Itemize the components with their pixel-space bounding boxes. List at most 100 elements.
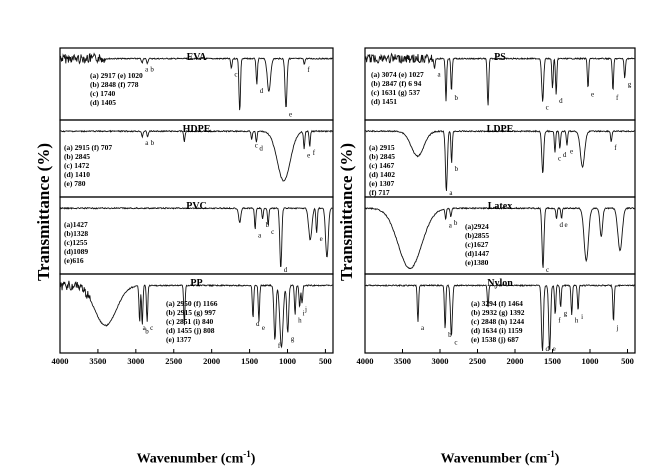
peak-label: b <box>455 165 459 173</box>
peak-legend-line: (e) 1538 (j) 687 <box>471 335 519 344</box>
peak-label: e <box>565 221 568 229</box>
peak-label: d <box>559 221 563 229</box>
x-tick-label: 3000 <box>127 356 144 366</box>
peak-legend-line: (a) 2917 (e) 1020 <box>90 71 143 80</box>
peak-label: d <box>260 87 264 95</box>
x-tick-label: 3500 <box>394 356 411 366</box>
panel-ldpe: a b c d e f LDPE (a) 2915(b) 2845(c) 1467(d) 14… <box>364 119 636 198</box>
peak-label: g <box>291 335 295 343</box>
peak-label: d <box>559 97 563 105</box>
peak-legend-line: (d) 1455 (j) 808 <box>166 326 215 335</box>
panel-title: HDPE <box>183 124 211 135</box>
peak-label: a <box>421 324 425 332</box>
peak-label: c <box>546 266 549 274</box>
x-axis-label-right: Wavenumber (cm-1) <box>441 449 560 468</box>
panel-title: LDPE <box>487 124 514 135</box>
peak-legend-line: (e) 1377 <box>166 335 191 344</box>
spectrum-line <box>364 52 636 106</box>
peak-legend-line: (b)2855 <box>465 231 489 240</box>
spectrum-line <box>59 280 334 349</box>
peak-legend-line: (c) 1472 <box>64 161 89 170</box>
peak-legend-line: (c) 1631 (g) 537 <box>371 88 420 97</box>
peak-label: j <box>615 324 618 332</box>
peak-legend-line: (a) 2915 <box>369 143 395 152</box>
peak-legend-line: (d) 1451 <box>371 97 397 106</box>
peak-label: g <box>628 81 632 89</box>
panel-eva: a b c d e f EVA (a) 2917 (e) 1020(b) 2848 (f) 7… <box>59 47 334 121</box>
peak-label: f <box>307 66 310 74</box>
x-tick-label: 2500 <box>469 356 486 366</box>
spectrum-line <box>59 52 334 111</box>
spectrum-line <box>365 206 636 270</box>
panel-frame <box>59 273 334 354</box>
x-tick-label: 1500 <box>241 356 258 366</box>
peak-label: b <box>454 219 458 227</box>
peak-label: e <box>553 345 556 353</box>
peak-legend-line: (e) 780 <box>64 179 86 188</box>
peak-label: a <box>449 221 453 229</box>
peak-label: e <box>320 235 323 243</box>
peak-legend-line: (e) 1307 <box>369 179 394 188</box>
peak-label: e <box>262 324 265 332</box>
peak-label: b <box>150 65 154 73</box>
peak-label: e <box>570 147 573 155</box>
peak-label: f <box>614 144 617 152</box>
peak-label: c <box>546 104 549 112</box>
peak-label: a <box>145 139 149 147</box>
peak-legend-line: (a)2924 <box>465 222 489 231</box>
peak-legend-line: (c)1255 <box>64 238 88 247</box>
x-tick-label: 4000 <box>52 356 69 366</box>
peak-legend-line: (d)1447 <box>465 249 489 258</box>
x-tick-label: 2500 <box>165 356 182 366</box>
peak-label: e <box>289 110 292 118</box>
peak-label: f <box>278 342 281 350</box>
peak-label: c <box>454 338 457 346</box>
y-axis-label-right: Transmittance (%) <box>337 142 356 282</box>
peak-legend-line: (c)1627 <box>465 240 489 249</box>
spectrum-line <box>59 206 334 268</box>
x-axis-label-sup: -1 <box>243 449 251 459</box>
x-tick-label: 3000 <box>432 356 449 366</box>
panel-frame <box>364 273 636 354</box>
peak-legend-line: (b) 2845 <box>64 152 90 161</box>
peak-legend-line: (c) 1740 <box>90 89 115 98</box>
panel-pp: a b c d e f g hi j PP (a) 2950 (f) 1166(b) 2915 (g… <box>52 273 334 366</box>
peak-label: c <box>255 142 258 150</box>
peak-legend-line: (b) 2847 (f) 6 94 <box>371 79 422 88</box>
peak-label: f <box>616 94 619 102</box>
peak-label: a <box>258 231 262 239</box>
peak-legend-line: (d) 1410 <box>64 170 90 179</box>
x-tick-label: 1000 <box>582 356 599 366</box>
peak-label: b <box>151 139 155 147</box>
peak-label: h <box>575 317 579 325</box>
peak-label: b <box>145 328 149 336</box>
peak-legend-line: (b) 2932 (g) 1392 <box>471 308 525 317</box>
peak-legend-line: (a) 2950 (f) 1166 <box>166 299 218 308</box>
peak-label: d <box>545 345 549 353</box>
peak-label: j <box>304 306 307 314</box>
peak-legend-line: (e)1380 <box>465 258 489 267</box>
peak-label: g <box>564 309 568 317</box>
peak-legend-line: (a)1427 <box>64 220 88 229</box>
peak-legend-line: (c) 1467 <box>369 161 394 170</box>
peak-label: b <box>454 94 458 102</box>
peak-label: d <box>563 151 567 159</box>
panel-title: PS <box>494 52 506 63</box>
x-axis-label-text: Wavenumber (cm <box>136 451 244 467</box>
peak-label: a <box>449 189 453 197</box>
panel-ps: a b c d e f g PS (a) 3074 (e) 1027(b) 2847 (f) 6… <box>364 47 636 121</box>
peak-legend-line: (b)1328 <box>64 229 88 238</box>
peak-legend-line: (d) 1402 <box>369 170 395 179</box>
peak-label: f <box>313 149 316 157</box>
x-tick-label: 500 <box>621 356 634 366</box>
peak-label: c <box>234 71 237 79</box>
peak-label: c <box>271 228 274 236</box>
x-axis-label-close: ) <box>250 451 256 467</box>
peak-legend-line: (b) 2845 <box>369 152 395 161</box>
peak-label: i <box>581 313 583 321</box>
peak-label: a <box>143 324 147 332</box>
peak-label: a <box>145 65 149 73</box>
x-axis-label-sup: -1 <box>547 449 555 459</box>
peak-label: b <box>448 331 452 339</box>
x-axis-label-close: ) <box>554 451 560 467</box>
